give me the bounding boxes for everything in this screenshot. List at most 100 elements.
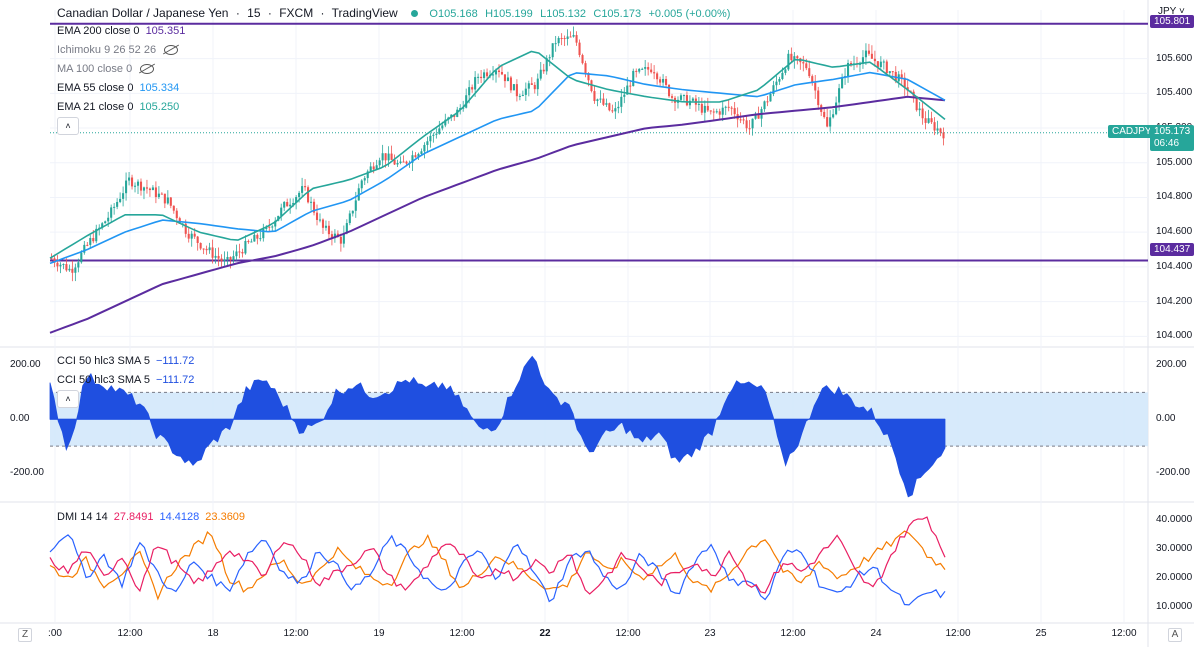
candle-body [175, 210, 178, 219]
candle-body [324, 225, 328, 228]
candle-body [939, 128, 942, 133]
legend-cci-2[interactable]: CCI 50 hlc3 SMA 5 −111.72 [57, 374, 194, 386]
candle-body [739, 119, 742, 121]
time-tick-label: 24 [870, 628, 882, 639]
candle-body [542, 69, 545, 72]
candle-body [784, 69, 787, 73]
candle-body [769, 93, 772, 102]
candle-body [157, 193, 160, 198]
candle-body [593, 91, 596, 102]
candle-body [569, 36, 572, 38]
candle-body [823, 111, 826, 118]
hline-top-tag: 105.801 [1150, 15, 1194, 28]
candle-body [86, 244, 89, 246]
symbol-name[interactable]: Canadian Dollar / Japanese Yen [57, 6, 229, 20]
candle-body [160, 193, 163, 195]
time-tick-label: 19 [373, 628, 385, 639]
candle-body [721, 107, 724, 115]
candle-body [891, 71, 894, 73]
candle-body [778, 78, 781, 82]
time-tick-label: 18 [207, 628, 219, 639]
dmi-plus-di-line [49, 516, 946, 595]
candle-body [563, 38, 566, 40]
ohlc-change: +0.005 (+0.00%) [648, 8, 731, 20]
candle-body [202, 248, 205, 250]
ohlc-high: H105.199 [485, 8, 533, 20]
candle-body [375, 165, 378, 170]
candle-body [369, 166, 372, 172]
candle-body [250, 241, 253, 243]
candle-body [712, 111, 715, 113]
interval[interactable]: 15 [247, 6, 261, 20]
candle-body [50, 258, 53, 260]
candle-body [471, 87, 474, 90]
legend-cci-1[interactable]: CCI 50 hlc3 SMA 5 −111.72 [57, 355, 194, 367]
candle-body [921, 108, 924, 119]
candle-body [104, 221, 107, 224]
candle-body [74, 267, 77, 273]
candle-body [882, 61, 885, 63]
legend-ema200[interactable]: EMA 200 close 0 105.351 [57, 25, 185, 37]
candle-body [936, 128, 939, 131]
time-tick-label: :00 [48, 628, 62, 639]
candle-body [315, 212, 319, 220]
time-tick-label: 12:00 [780, 628, 806, 639]
bar-countdown: 06:46 [1154, 138, 1180, 149]
auto-scale-button[interactable]: A [1168, 628, 1182, 642]
dmi-tick-label: 30.0000 [1156, 542, 1193, 554]
legend-minus-di: 14.4128 [159, 511, 200, 523]
candle-body [241, 251, 244, 254]
candle-body [271, 226, 274, 228]
candle-body [309, 201, 313, 203]
candle-body [838, 88, 841, 103]
log-scale-button[interactable]: Z [18, 628, 32, 642]
legend-ichimoku[interactable]: Ichimoku 9 26 52 26 [57, 44, 179, 56]
hidden-eye-icon[interactable] [140, 64, 155, 75]
candle-body [530, 83, 533, 85]
candle-body [477, 76, 480, 78]
currency-selector[interactable]: JPY ˅ [1158, 6, 1185, 17]
candle-body [524, 88, 527, 95]
legend-label: CCI 50 hlc3 SMA 5 [57, 355, 150, 367]
candle-body [366, 171, 369, 179]
candle-body [345, 223, 348, 234]
candle-body [360, 180, 363, 189]
candle-body [444, 119, 447, 126]
collapse-legend-button[interactable]: ˄ [57, 117, 79, 135]
candle-body [864, 50, 867, 58]
candle-body [497, 70, 501, 72]
candle-body [483, 72, 486, 79]
candle-body [280, 207, 283, 216]
collapse-cci-legend-button[interactable]: ˄ [57, 390, 79, 408]
time-tick-label: 12:00 [449, 628, 475, 639]
candle-body [307, 187, 310, 203]
candle-body [268, 226, 271, 228]
price-tick-label: 105.600 [1156, 52, 1193, 64]
candle-body [223, 259, 226, 262]
legend-ema21[interactable]: EMA 21 close 0 105.250 [57, 101, 179, 113]
candle-body [465, 95, 468, 108]
time-tick-label: 12:00 [1111, 628, 1137, 639]
candle-body [411, 155, 414, 163]
candle-body [330, 234, 333, 239]
candle-body [888, 71, 891, 74]
candle-body [95, 228, 98, 242]
candle-body [184, 223, 187, 234]
candle-body [259, 238, 262, 240]
legend-dmi[interactable]: DMI 14 14 27.8491 14.4128 23.3609 [57, 511, 245, 523]
ohlc-close: C105.173 [593, 8, 642, 20]
candle-body [808, 68, 811, 77]
candle-body [933, 122, 936, 131]
hidden-eye-icon[interactable] [164, 45, 179, 56]
legend-ma100[interactable]: MA 100 close 0 [57, 63, 155, 75]
dmi-tick-label: 20.0000 [1156, 572, 1193, 584]
price-tick-label: 104.600 [1156, 226, 1193, 238]
candle-body [763, 101, 766, 110]
candle-body [247, 240, 250, 243]
legend-label: MA 100 close 0 [57, 63, 133, 75]
candle-body [539, 69, 542, 79]
candle-body [846, 62, 850, 77]
time-tick-label: 12:00 [117, 628, 143, 639]
legend-ema55[interactable]: EMA 55 close 0 105.334 [57, 82, 179, 94]
